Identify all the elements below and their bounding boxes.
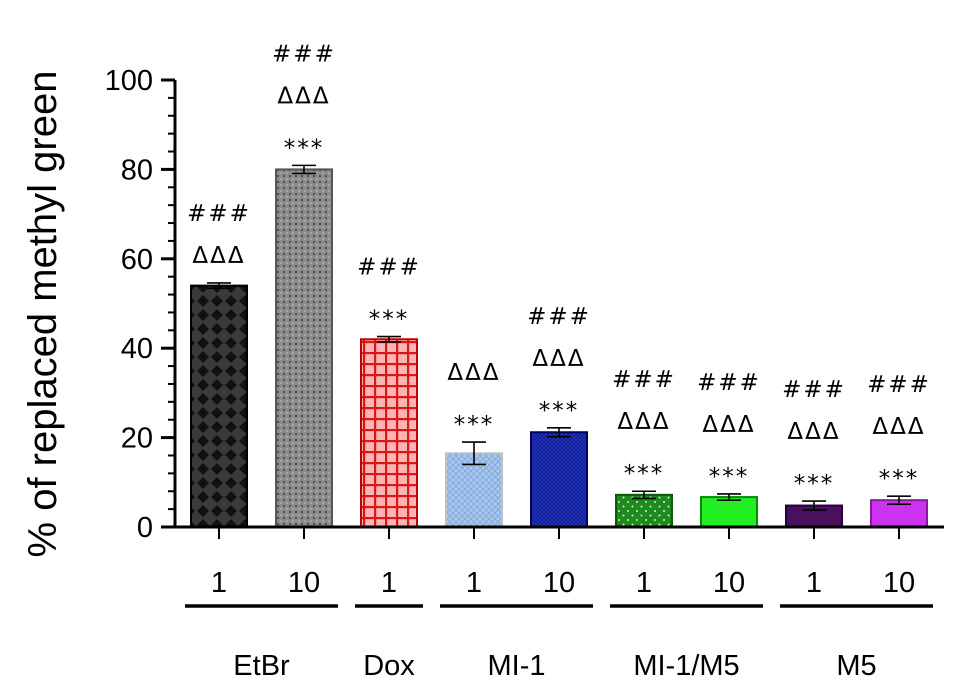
significance-marker: ### [187, 201, 251, 227]
x-tick-label: 10 [883, 567, 915, 599]
significance-marker: ### [357, 255, 421, 281]
significance-marker: ### [527, 304, 591, 330]
significance-marker: *** [369, 307, 410, 333]
significance-marker: ### [867, 372, 931, 398]
significance-marker: ΔΔΔ [277, 83, 330, 109]
y-tick-label: 60 [121, 244, 153, 276]
significance-marker: ΔΔΔ [787, 419, 840, 445]
bar[interactable] [700, 496, 758, 528]
x-tick-label: 1 [806, 567, 822, 599]
bar[interactable] [275, 168, 333, 528]
significance-marker: *** [539, 398, 580, 424]
significance-marker: *** [794, 471, 835, 497]
significance-marker: *** [709, 464, 750, 490]
y-tick-label: 100 [105, 65, 153, 97]
bar[interactable] [190, 284, 248, 528]
group-label: MI-1/M5 [633, 650, 739, 682]
y-tick-label: 20 [121, 423, 153, 455]
significance-marker: ### [697, 370, 761, 396]
significance-marker: *** [879, 466, 920, 492]
group-label: Dox [363, 650, 415, 682]
bar[interactable] [530, 431, 588, 528]
x-tick-label: 1 [211, 567, 227, 599]
significance-marker: ΔΔΔ [532, 346, 585, 372]
group-label: M5 [836, 650, 876, 682]
x-tick-label: 1 [466, 567, 482, 599]
significance-marker: ΔΔΔ [872, 414, 925, 440]
x-tick-label: 10 [713, 567, 745, 599]
significance-marker: ### [782, 377, 846, 403]
x-tick-label: 1 [636, 567, 652, 599]
significance-marker: *** [624, 461, 665, 487]
x-tick-label: 1 [381, 567, 397, 599]
y-tick-label: 80 [121, 154, 153, 186]
y-tick-label: 0 [137, 512, 153, 544]
significance-marker: *** [454, 412, 495, 438]
group-label: EtBr [233, 650, 290, 682]
significance-marker: ### [272, 41, 336, 67]
significance-marker: ΔΔΔ [617, 409, 670, 435]
significance-marker: *** [284, 135, 325, 161]
significance-marker: ΔΔΔ [702, 412, 755, 438]
group-label: MI-1 [488, 650, 546, 682]
y-axis-label: % of replaced methyl green [21, 71, 65, 558]
significance-marker: ### [612, 367, 676, 393]
bar[interactable] [360, 338, 418, 529]
significance-marker: ΔΔΔ [192, 243, 245, 269]
significance-marker: ΔΔΔ [447, 360, 500, 386]
bar[interactable] [615, 493, 673, 529]
x-tick-label: 10 [288, 567, 320, 599]
y-tick-label: 40 [121, 333, 153, 365]
x-tick-label: 10 [543, 567, 575, 599]
bar[interactable] [445, 452, 503, 528]
